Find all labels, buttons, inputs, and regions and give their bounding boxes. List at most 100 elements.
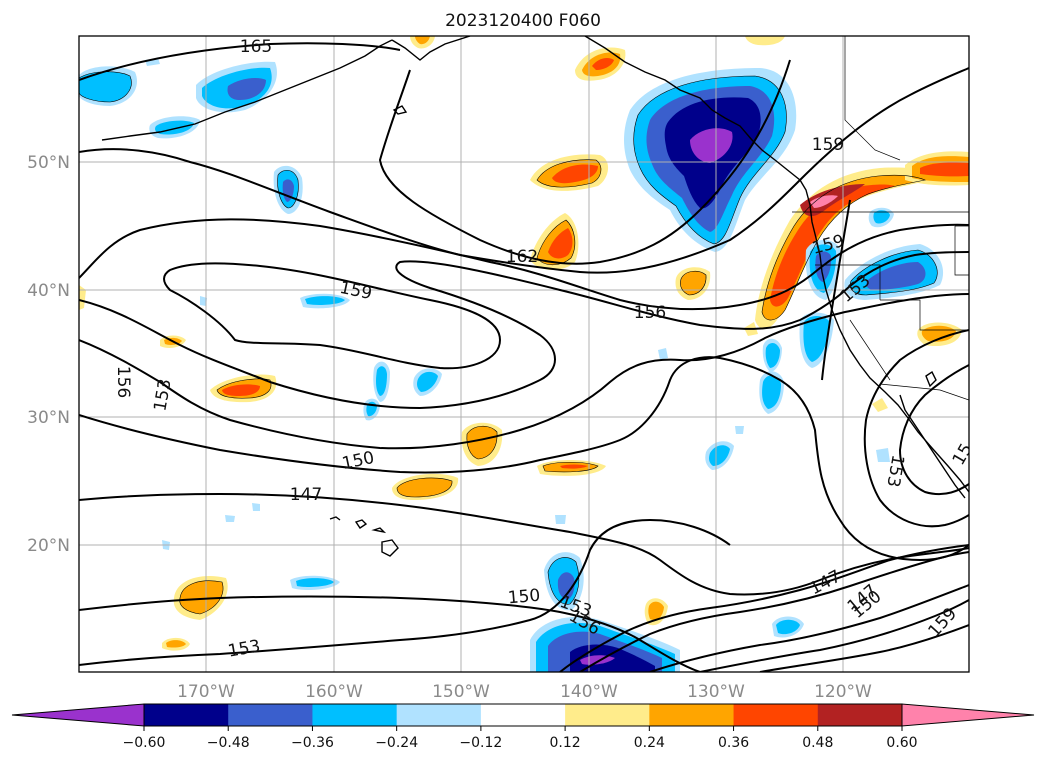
- outline-880-neg: [849, 249, 938, 296]
- colorbar-tick-label: −0.48: [207, 735, 250, 751]
- neg-fill-305-cyan: [296, 578, 334, 587]
- coast-baja: [899, 394, 966, 499]
- coast-hawaii-1: [329, 516, 341, 521]
- neg-fill-565-blue: [557, 572, 575, 600]
- pos-fill-top2-orange: [415, 36, 430, 45]
- contour-150: [79, 356, 969, 562]
- colorbar-extend-min: [11, 703, 145, 727]
- contour-153-south: [79, 518, 731, 666]
- contour-153-east: [863, 329, 969, 528]
- contour-label: 162: [506, 247, 538, 267]
- contour-159-north: [79, 67, 969, 274]
- colorbar-extend-max: [901, 703, 1035, 727]
- colorbar-outline: [143, 703, 903, 727]
- neg-fill-small5: [252, 503, 260, 511]
- contour-label: 147: [290, 485, 322, 505]
- border-states-1: [815, 264, 881, 300]
- neg-fill-small7: [735, 426, 744, 434]
- contour-165: [79, 42, 401, 81]
- border-alaska-canada: [844, 36, 901, 161]
- contour-label: 156: [634, 303, 666, 323]
- neg-fill-small6: [658, 348, 668, 360]
- longitude-label: 120°W: [814, 682, 872, 702]
- contour-label: 159: [812, 135, 844, 155]
- outline-290-neg: [277, 170, 299, 209]
- latitude-label: 30°N: [27, 408, 70, 428]
- map-title: 2023120400 F060: [445, 11, 601, 31]
- pos-fill-west-red: [222, 384, 260, 396]
- pos-fill-pnw-red: [770, 184, 895, 307]
- neg-fill-325-cyan: [305, 296, 345, 305]
- border-states-4: [954, 225, 969, 276]
- outline-west-pos: [216, 378, 272, 399]
- graticule: [79, 36, 969, 672]
- colorbar-segment: [733, 704, 819, 726]
- contour-label: 156: [113, 366, 133, 398]
- neg-fill-small8: [876, 448, 890, 462]
- neg-fill-380-cyan: [376, 366, 387, 396]
- pos-fill-880-yellow: [872, 398, 888, 412]
- colorbar-segment: [312, 704, 398, 726]
- colorbar-tick-label: −0.24: [375, 735, 418, 751]
- neg-fill-720-cyan: [709, 445, 730, 466]
- colorbar-segment: [228, 704, 313, 726]
- coast-hawaii-4: [381, 539, 399, 557]
- contour-156-se: [759, 624, 969, 672]
- colorbar-segment: [480, 704, 566, 726]
- pos-fill-650-orange: [648, 601, 664, 620]
- outline-690-pos: [680, 270, 707, 296]
- pos-fill-162-red: [548, 228, 573, 259]
- colorbar-segment: [649, 704, 735, 726]
- colorbar-segment: [396, 704, 482, 726]
- contour-153-se: [699, 599, 969, 672]
- neg-fill-815-cyan: [803, 316, 830, 362]
- coastlines: [101, 36, 969, 557]
- neg-fill-small4: [225, 515, 235, 522]
- longitude-labels: 170°W 160°W 150°W 140°W 130°W 120°W: [177, 682, 872, 702]
- pos-fill-175-orange: [166, 640, 186, 648]
- contour-159-inner: [163, 262, 502, 370]
- neg-fill-small9: [555, 515, 566, 524]
- colorbar-segment: [817, 704, 903, 726]
- border-states-3: [849, 319, 891, 381]
- contour-153: [79, 293, 969, 450]
- latitude-label: 40°N: [27, 281, 70, 301]
- coast-hawaii-2: [354, 519, 368, 529]
- coast-island-1: [392, 105, 408, 115]
- anomaly-fills: [79, 36, 969, 672]
- contour-147-south: [579, 551, 969, 672]
- contour-147: [79, 492, 969, 596]
- outline-west-top-neg: [79, 71, 132, 103]
- neg-fill-770-cyan: [762, 375, 781, 409]
- coast-island-2: [925, 370, 937, 388]
- pos-fill-540-red: [560, 464, 588, 469]
- outline-mid-pos: [536, 159, 602, 188]
- coast-oregon-ca: [821, 271, 969, 493]
- coast-hawaii-3: [371, 527, 387, 534]
- pos-fill-410-orange: [397, 477, 453, 497]
- outline-162-pos: [536, 219, 576, 266]
- latitude-labels: 50°N 40°N 30°N 20°N: [27, 153, 70, 556]
- contour-159-se: [649, 584, 969, 672]
- outline-410-pos: [396, 477, 453, 498]
- neg-fill-820-blue: [815, 251, 832, 282]
- height-contours: [79, 42, 969, 672]
- contour-label: 165: [240, 37, 272, 57]
- latitude-label: 50°N: [27, 153, 70, 173]
- pos-fill-north-red: [592, 58, 614, 70]
- contour-156-south: [559, 544, 969, 672]
- colorbar-tick-label: 0.48: [802, 735, 833, 751]
- pos-fill-mid-red: [552, 164, 598, 184]
- neg-fill-770b-cyan: [765, 342, 780, 368]
- pos-fill-463-orange: [466, 426, 498, 459]
- colorbar-segment: [144, 704, 229, 726]
- coast-aleutians: [101, 39, 393, 141]
- coast-alaska-peninsula: [391, 36, 471, 61]
- border-us-mexico: [879, 383, 969, 401]
- neg-fill-880-blue: [866, 262, 926, 290]
- contour-156-east: [821, 199, 851, 381]
- outline-pnw-pos: [761, 174, 927, 321]
- border-states-2: [880, 299, 969, 331]
